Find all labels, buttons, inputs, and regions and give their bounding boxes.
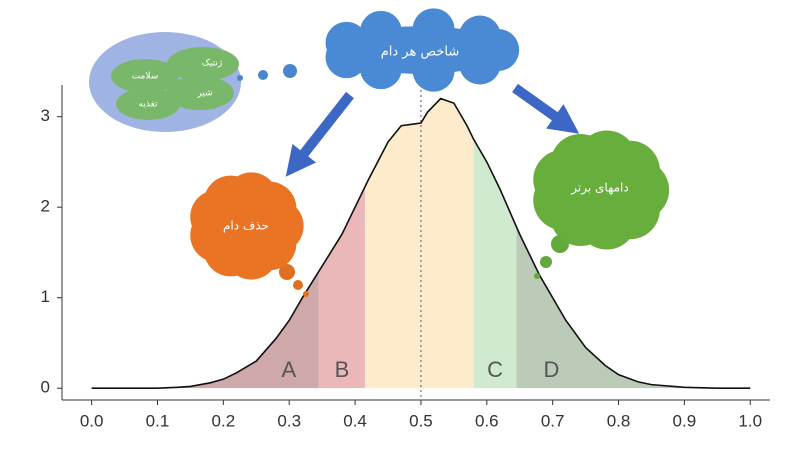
region: [364, 98, 474, 389]
arrow: [512, 83, 580, 134]
x-tick-label: 0.3: [277, 411, 301, 430]
x-tick-label: 0.9: [673, 411, 697, 430]
x-tick-label: 0.4: [343, 411, 367, 430]
thought-dot: [540, 256, 552, 268]
thought-dot: [258, 70, 268, 80]
cloud-body: [332, 26, 508, 74]
region-label: C: [487, 357, 503, 382]
x-tick-label: 1.0: [738, 411, 762, 430]
x-tick-label: 0.2: [212, 411, 236, 430]
x-tick-label: 0.7: [541, 411, 565, 430]
x-tick-label: 0.1: [146, 411, 170, 430]
cloud: [533, 130, 670, 250]
y-tick-label: 0: [41, 378, 50, 397]
trait-ellipse: [116, 88, 180, 120]
region-label: B: [335, 357, 350, 382]
cloud-label: شاخص هر دام: [381, 45, 460, 60]
x-tick-label: 0.0: [80, 411, 104, 430]
trait-label: شیر: [196, 89, 212, 99]
cloud-body: [556, 156, 644, 224]
thought-dot: [237, 75, 243, 81]
region: [473, 98, 517, 389]
cloud-label: حذف دام: [223, 219, 269, 233]
cloud: [190, 172, 304, 280]
x-tick-label: 0.8: [607, 411, 631, 430]
thought-dot: [279, 264, 295, 280]
trait-ellipse: [111, 59, 179, 93]
y-tick-label: 3: [41, 106, 50, 125]
thought-dot: [534, 273, 540, 279]
thought-dot: [293, 280, 303, 290]
x-tick-label: 0.5: [409, 411, 433, 430]
trait-ellipse: [166, 76, 234, 110]
trait-ellipse: [167, 47, 239, 81]
cloud-label: دامهای برتر: [570, 181, 628, 196]
cloud-body: [211, 195, 281, 257]
trait-label: ژنتیک: [202, 59, 222, 69]
plot-area: 0 1 2 3 0.0 0.1 0.2 0.3 0.4 0.5 0.6 0.7 0.8 0.9 1.0 A B C…: [41, 85, 770, 430]
annotations: ژنتیک سلامت شیر تغذیه: [89, 32, 580, 297]
trait-label: تغذیه: [139, 100, 158, 110]
region-label: D: [543, 357, 559, 382]
arrow: [285, 91, 354, 177]
thought-dot: [283, 64, 297, 78]
region-label: A: [282, 357, 297, 382]
y-tick-label: 2: [41, 197, 50, 216]
y-tick-label: 1: [41, 287, 50, 306]
cloud: [325, 8, 520, 92]
thought-dot: [303, 291, 309, 297]
trait-label: سلامت: [132, 72, 159, 82]
density-line: [91, 97, 751, 390]
x-tick-label: 0.6: [475, 411, 499, 430]
